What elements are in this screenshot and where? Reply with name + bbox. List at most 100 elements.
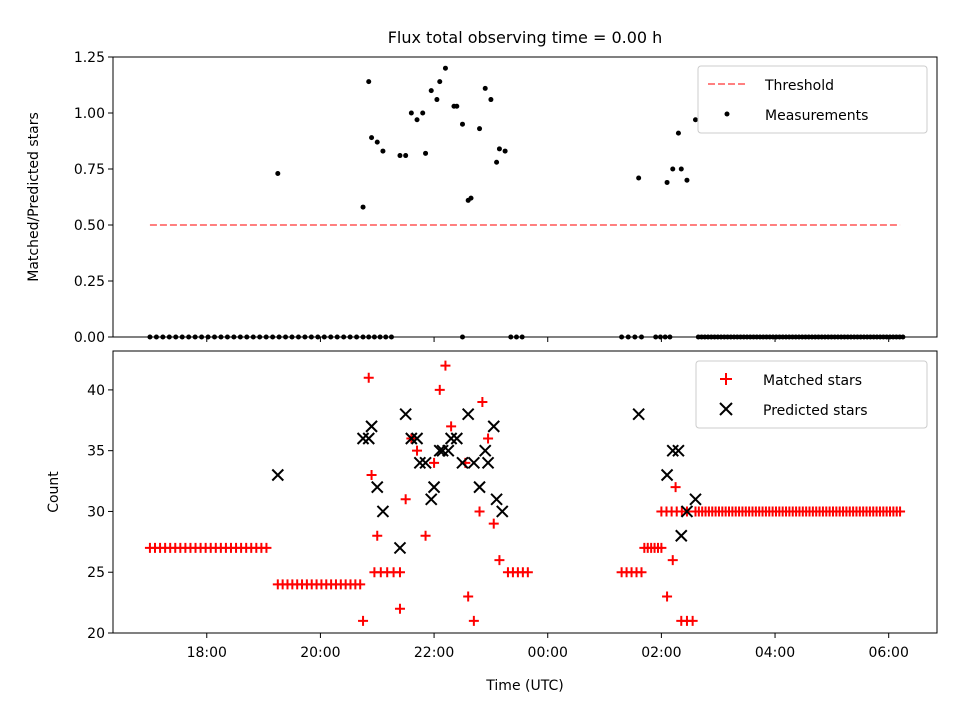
measurement-point	[496, 146, 502, 152]
top-legend-box	[697, 65, 928, 134]
measurement-point	[619, 334, 625, 340]
measurement-point	[328, 334, 334, 340]
predicted-star-point	[436, 444, 449, 457]
bottom-y-tick-label: 25	[87, 565, 105, 581]
bottom-x-tick-label: 22:00	[414, 645, 454, 661]
predicted-star-point	[481, 456, 495, 470]
measurement-point	[459, 121, 465, 127]
measurement-point	[366, 334, 372, 340]
predicted-star-point	[456, 456, 469, 470]
measurement-point	[302, 334, 308, 340]
predicted-star-point	[371, 480, 384, 494]
matched-star-point	[468, 615, 479, 626]
measurement-point	[437, 79, 443, 85]
measurement-point	[388, 334, 394, 340]
measurement-point	[434, 97, 440, 103]
measurement-point	[625, 334, 631, 340]
bottom-x-tick-label: 02:00	[641, 645, 681, 661]
matched-star-point	[494, 555, 505, 566]
measurement-point	[250, 334, 256, 340]
measurement-point	[218, 334, 224, 340]
measurement-point	[420, 110, 426, 116]
predicted-star-point	[425, 493, 438, 506]
measurement-point	[383, 334, 389, 340]
measurement-point	[482, 85, 488, 91]
measurement-point	[212, 334, 218, 340]
bottom-y-tick-label: 35	[87, 444, 105, 460]
measurement-point	[369, 135, 375, 141]
matched-star-point	[488, 518, 499, 529]
bottom-y-tick-label: 30	[87, 504, 105, 520]
measurement-point	[257, 334, 263, 340]
measurement-point	[675, 130, 681, 136]
measurement-point	[519, 334, 525, 340]
matched-star-point	[440, 360, 451, 371]
predicted-star-point	[473, 480, 486, 494]
measurement-point	[513, 334, 519, 340]
measurement-point	[636, 175, 642, 181]
measurement-point	[160, 334, 166, 340]
matched-star-point	[394, 567, 405, 578]
measurement-point	[459, 334, 465, 340]
measurement-point	[153, 334, 159, 340]
predicted-star-point	[666, 444, 679, 457]
measurement-point	[199, 334, 205, 340]
legend-measurements-swatch	[724, 111, 730, 117]
matched-star-point	[400, 494, 411, 505]
matched-star-point	[670, 482, 681, 493]
matched-star-point	[446, 421, 457, 432]
predicted-star-point	[405, 432, 418, 445]
measurement-point	[244, 334, 250, 340]
matched-star-point	[394, 603, 405, 614]
legend-threshold-label: Threshold	[764, 78, 834, 94]
measurement-point	[692, 117, 698, 123]
top-y-tick-label: 0.00	[74, 330, 105, 346]
top-y-tick-label: 0.75	[74, 162, 105, 178]
legend-measurements-label: Measurements	[765, 108, 868, 124]
predicted-star-point	[356, 432, 370, 445]
chart-title: Flux total observing time = 0.00 h	[388, 28, 663, 47]
measurement-point	[900, 334, 906, 340]
bottom-y-tick-label: 20	[87, 626, 105, 642]
matched-star-point	[477, 397, 488, 408]
measurement-point	[488, 97, 494, 103]
matched-star-point	[474, 506, 485, 517]
matched-star-point	[662, 591, 673, 602]
measurement-point	[179, 334, 185, 340]
measurement-point	[380, 148, 386, 154]
predicted-star-point	[689, 493, 702, 506]
measurement-point	[224, 334, 230, 340]
measurement-point	[321, 334, 327, 340]
predicted-star-point	[362, 432, 375, 445]
measurement-point	[237, 334, 243, 340]
bottom-x-tick-label: 06:00	[869, 645, 909, 661]
measurement-point	[283, 334, 289, 340]
measurement-point	[678, 166, 684, 172]
measurement-point	[662, 334, 668, 340]
matched-star-point	[522, 567, 533, 578]
matched-star-point	[895, 506, 906, 517]
measurement-point	[408, 110, 414, 116]
measurement-point	[667, 334, 673, 340]
measurement-point	[270, 334, 276, 340]
predicted-star-point	[413, 456, 427, 470]
matched-star-point	[363, 372, 374, 383]
measurement-point	[428, 88, 434, 94]
matched-star-point	[358, 615, 369, 626]
measurement-point	[192, 334, 198, 340]
measurement-point	[423, 150, 429, 156]
matched-star-point	[429, 457, 440, 468]
matched-star-point	[434, 384, 445, 395]
measurement-point	[403, 153, 409, 159]
measurement-point	[341, 334, 347, 340]
predicted-star-point	[467, 456, 481, 470]
matched-star-point	[656, 542, 667, 553]
measurement-point	[173, 334, 179, 340]
bottom-panel: 20 25 30 35 40 18:00 20:00 22:00 00:00 02:00 04:00…	[46, 350, 938, 694]
matched-star-point	[261, 542, 272, 553]
bottom-x-tick-label: 04:00	[755, 645, 795, 661]
measurement-point	[295, 334, 301, 340]
predicted-star-point	[444, 432, 458, 445]
measurement-point	[632, 334, 638, 340]
